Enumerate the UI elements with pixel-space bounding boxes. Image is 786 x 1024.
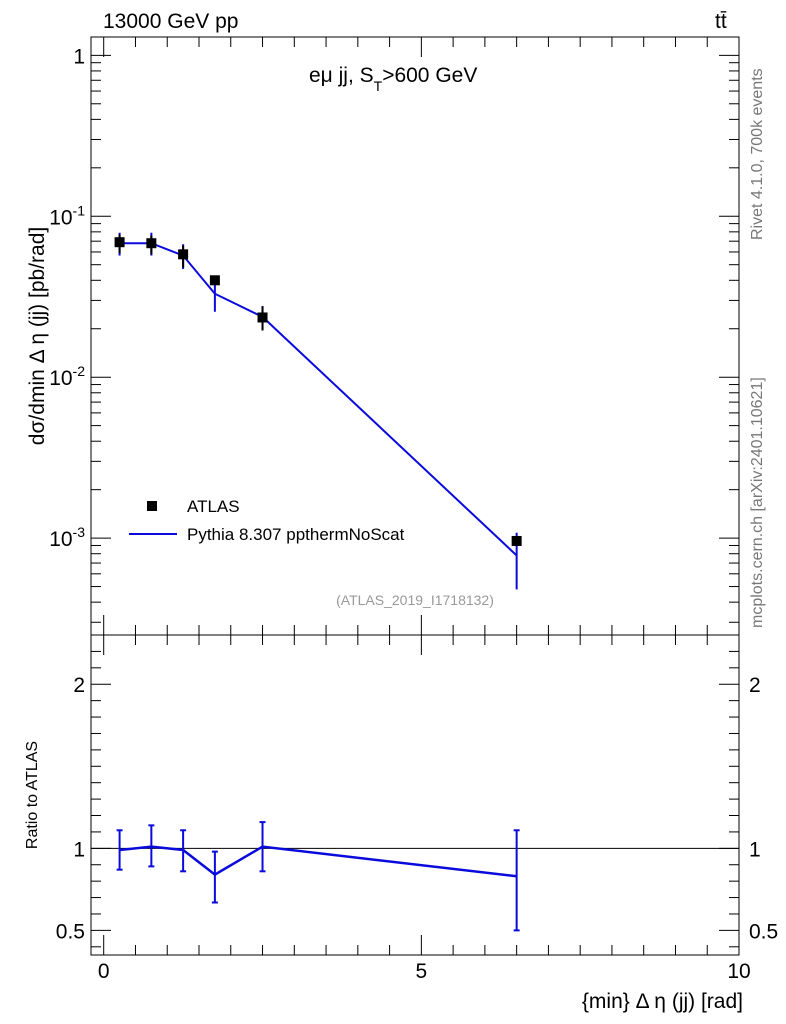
atlas-data-point	[257, 312, 268, 323]
ratio-ytick-label-right: 1	[749, 838, 761, 861]
main-ytick-label: 10-3	[49, 524, 85, 551]
main-ytick-label: 10-1	[49, 202, 85, 229]
ratio-xtick-label: 0	[98, 960, 110, 983]
ratio-xtick-label: 10	[727, 960, 750, 983]
legend: ATLAS Pythia 8.307 ppthermNoScat	[129, 497, 405, 544]
ratio-xtick-labels: 0 5 10	[98, 960, 751, 983]
main-marks	[114, 232, 522, 590]
analysis-id: (ATLAS_2019_I1718132)	[336, 592, 494, 608]
process-label: tt̄	[715, 10, 727, 33]
main-ticks	[91, 37, 740, 635]
mcplots-label: mcplots.cern.ch [arXiv:2401.10621]	[749, 377, 766, 628]
ratio-ytick-label: 1	[73, 838, 85, 861]
ratio-panel: 0.5 0.5 1 1 2 2 0 5 10 Ratio to ATLAS {min} Δ η…	[24, 634, 778, 1013]
main-title: eμ jj, ST>600 GeV	[309, 64, 477, 94]
main-ylabel: dσ/dmin Δ η (jj) [pb/rad]	[26, 227, 49, 445]
energy-label: 13000 GeV pp	[103, 10, 238, 33]
ratio-ticks	[91, 635, 740, 955]
atlas-data-point	[178, 249, 189, 260]
ratio-xlabel: {min} Δ η (jj) [rad]	[582, 990, 743, 1013]
ratio-ylabel: Ratio to ATLAS	[24, 741, 41, 849]
ratio-marks	[91, 821, 739, 932]
main-ytick-labels: 10-3 10-2 10-1 1	[49, 45, 85, 551]
ratio-ytick-label: 2	[73, 674, 85, 697]
rivet-label: Rivet 4.1.0, 700k events	[749, 68, 766, 240]
main-ytick-label: 10-2	[49, 363, 85, 390]
ratio-ytick-label: 0.5	[56, 920, 85, 943]
ratio-ytick-label-right: 0.5	[749, 920, 778, 943]
atlas-data-point	[146, 238, 157, 249]
ratio-ytick-label-right: 2	[749, 674, 761, 697]
main-ytick-label: 1	[73, 45, 85, 68]
main-frame	[90, 36, 740, 636]
main-panel: 10-310-210-11 dσ/dmin Δ η (jj) [pb/rad] …	[26, 36, 740, 636]
atlas-data-point	[114, 237, 125, 248]
legend-atlas-marker	[147, 501, 157, 511]
pythia-series-line	[119, 242, 518, 557]
atlas-data-point	[511, 535, 522, 546]
ratio-xtick-label: 5	[416, 960, 428, 983]
legend-atlas-label: ATLAS	[187, 497, 240, 516]
ratio-frame	[90, 634, 740, 956]
legend-pythia-label: Pythia 8.307 ppthermNoScat	[187, 525, 405, 544]
ratio-ytick-labels: 0.5 0.5 1 1 2 2	[56, 674, 778, 943]
ratio-series-line	[119, 845, 517, 878]
atlas-data-point	[209, 275, 220, 286]
